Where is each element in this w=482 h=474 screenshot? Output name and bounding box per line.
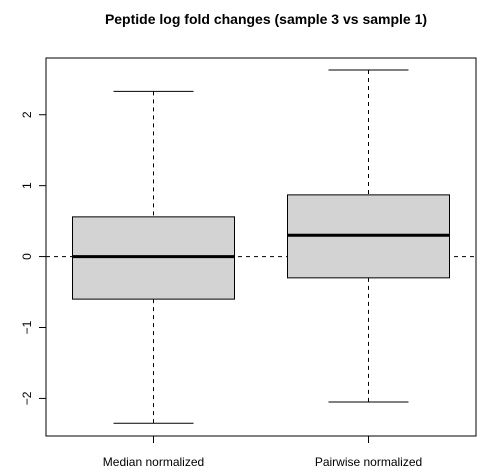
plot-marks	[46, 69, 476, 424]
box-2	[287, 69, 450, 403]
y-tick-label: 1	[20, 182, 34, 189]
y-tick-label: −2	[20, 391, 34, 405]
y-tick-label: 0	[20, 253, 34, 260]
x-tick-label: Median normalized	[103, 455, 204, 469]
y-axis: −2 −1 0 1 2	[20, 111, 46, 405]
x-tick-label: Pairwise normalized	[315, 455, 422, 469]
x-axis: Median normalized Pairwise normalized	[103, 436, 422, 469]
plot-frame	[45, 57, 477, 437]
chart-title: Peptide log fold changes (sample 3 vs sa…	[105, 11, 427, 27]
y-tick-label: 2	[20, 111, 34, 118]
box-1	[72, 90, 235, 424]
y-tick-label: −1	[20, 320, 34, 334]
